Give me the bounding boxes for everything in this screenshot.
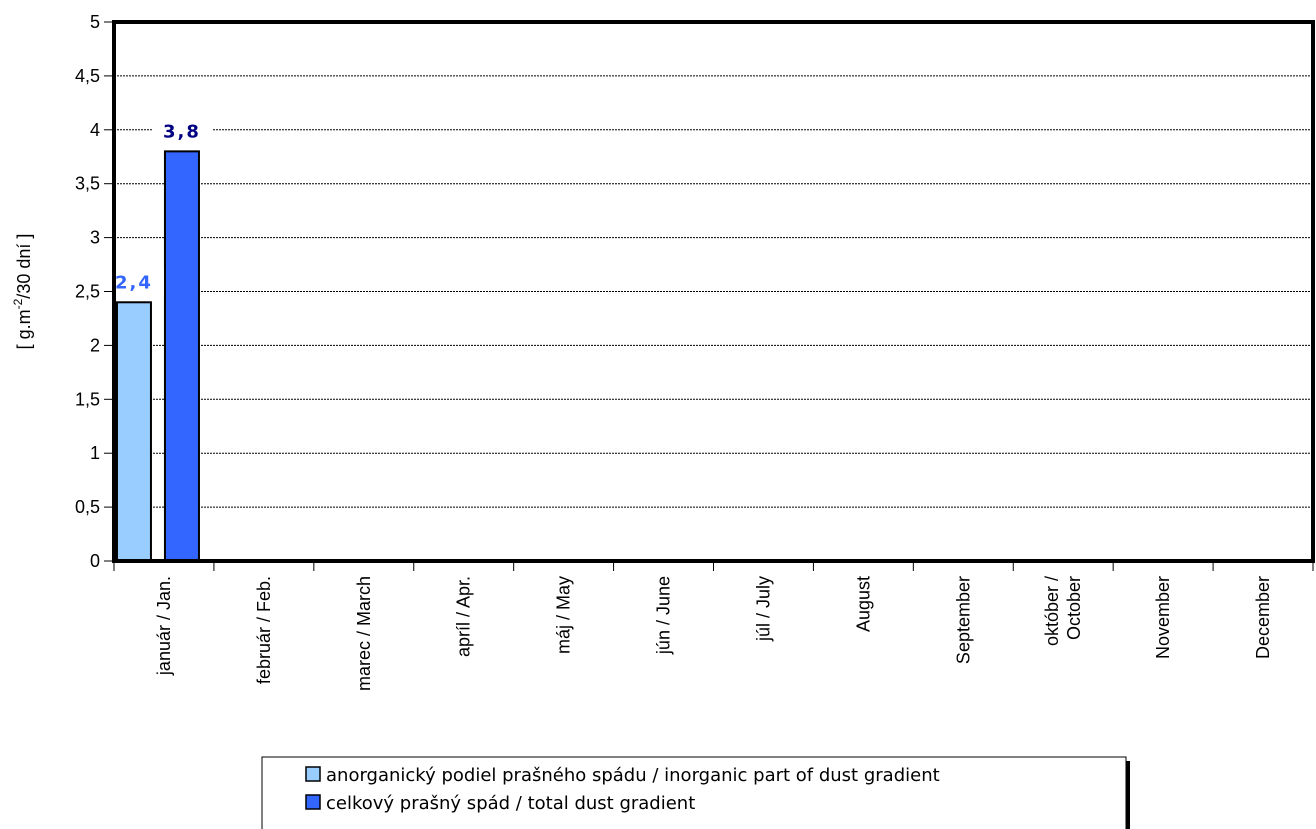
x-tick-label: jún / June <box>654 576 674 655</box>
y-tick-label: 1,5 <box>75 389 100 409</box>
x-tick-label: November <box>1153 576 1173 659</box>
y-axis-label: [ g.m-2/30 dní ] <box>11 234 34 350</box>
bar <box>163 150 200 563</box>
x-tick-label: apríl / Apr. <box>454 576 474 657</box>
y-tick-label: 0 <box>90 551 100 571</box>
y-tick-label: 3 <box>90 228 100 248</box>
data-labels: 2,4 3,8 <box>103 117 212 297</box>
x-axis-ticks: január / Jan. február / Feb. marec / March… <box>113 561 1314 691</box>
gridlines <box>114 75 1313 508</box>
y-tick-label: 1 <box>90 443 100 463</box>
data-label-bg <box>151 117 212 146</box>
x-tick-label: marec / March <box>354 576 374 691</box>
x-tick-label: február / Feb. <box>254 576 274 684</box>
legend-swatch <box>305 766 321 782</box>
x-tick-label: August <box>853 576 873 632</box>
bars <box>115 150 200 563</box>
y-axis-title: [ g.m-2/30 dní ] <box>11 234 34 350</box>
y-tick-label: 0,5 <box>75 497 100 517</box>
data-label: 3,8 <box>163 121 201 142</box>
x-tick-label: máj / May <box>554 576 574 654</box>
bar <box>115 301 152 562</box>
legend-swatch <box>305 794 321 810</box>
legend-label: anorganický podiel prašného spádu / inor… <box>326 765 940 786</box>
plot-frame <box>112 20 1315 563</box>
x-tick-label: január / Jan. <box>154 576 174 676</box>
x-tick-label: December <box>1253 576 1273 659</box>
x-tick-label: September <box>953 576 973 664</box>
y-tick-label: 4,5 <box>75 66 100 86</box>
x-tick-label: október / October <box>1042 576 1084 646</box>
data-label: 2,4 <box>115 272 153 293</box>
y-tick-label: 4 <box>90 120 100 140</box>
x-tick-label: júl / July <box>753 576 773 642</box>
legend-label: celkový prašný spád / total dust gradien… <box>326 793 695 814</box>
legend-box <box>261 756 1127 829</box>
y-axis-ticks: 0 0,5 1 1,5 2 2,5 3 3,5 4 4,5 5 <box>75 12 114 571</box>
y-tick-label: 3,5 <box>75 174 100 194</box>
y-tick-label: 2,5 <box>75 282 100 302</box>
y-tick-label: 5 <box>90 12 100 32</box>
legend: anorganický podiel prašného spádu / inor… <box>261 756 1130 829</box>
y-tick-label: 2 <box>90 335 100 355</box>
